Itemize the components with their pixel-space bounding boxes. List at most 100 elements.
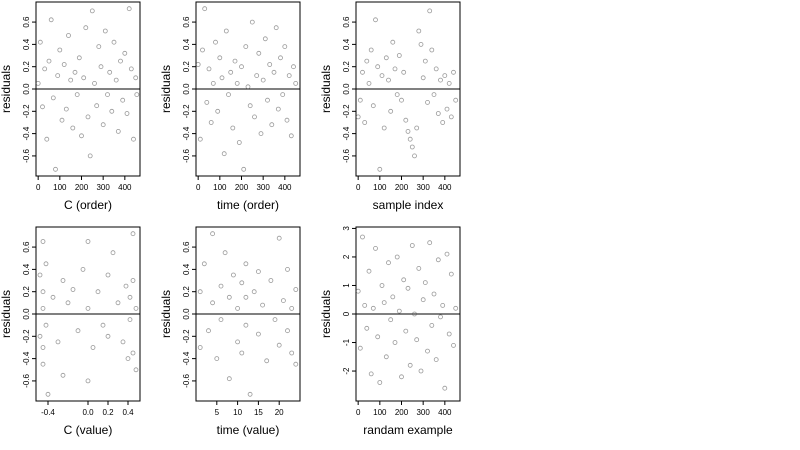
x-tick-label: 0 xyxy=(36,183,41,192)
x-tick-label: 100 xyxy=(213,183,227,192)
x-tick-label: 200 xyxy=(395,408,409,417)
data-point xyxy=(435,111,441,116)
data-point xyxy=(431,291,437,297)
y-tick-label: 0.2 xyxy=(22,286,31,298)
data-point xyxy=(92,81,97,86)
data-point xyxy=(118,58,123,64)
data-point xyxy=(94,103,100,109)
x-tick-label: 300 xyxy=(416,408,430,417)
data-point xyxy=(215,108,221,114)
data-point xyxy=(293,81,299,86)
data-point xyxy=(85,305,91,311)
data-point xyxy=(105,333,111,339)
data-point xyxy=(293,361,299,367)
data-point xyxy=(427,240,433,246)
data-point xyxy=(407,136,413,142)
y-tick-label: 0.2 xyxy=(22,61,31,73)
y-tick-label: 0.0 xyxy=(22,308,31,320)
data-point xyxy=(440,120,446,125)
data-point xyxy=(200,47,205,53)
data-point xyxy=(43,322,49,328)
data-point xyxy=(195,62,201,67)
data-point xyxy=(394,254,400,260)
data-point xyxy=(123,283,129,289)
data-point xyxy=(260,77,266,83)
data-point xyxy=(433,357,439,363)
data-point xyxy=(405,128,411,134)
data-point xyxy=(364,58,370,64)
y-tick-label: 0.6 xyxy=(22,16,31,28)
data-point xyxy=(414,337,420,343)
y-axis-label: residuals xyxy=(159,290,173,338)
data-point xyxy=(122,50,128,56)
data-point xyxy=(258,131,264,137)
data-point xyxy=(451,342,456,348)
y-tick-label: 0.2 xyxy=(182,286,191,298)
x-axis-label: time (order) xyxy=(217,198,279,212)
data-point xyxy=(40,361,46,367)
data-points xyxy=(355,8,459,172)
data-point xyxy=(40,345,46,350)
data-point xyxy=(40,289,46,295)
y-axis-label: residuals xyxy=(319,290,333,338)
panel-5: 5 10 15 20 -0.6 -0.4 -0.2 0.0 0.2 0.4 0.6 time (val… xyxy=(159,226,301,437)
data-point xyxy=(251,289,257,295)
data-point xyxy=(105,92,110,97)
data-point xyxy=(383,55,389,61)
data-point xyxy=(107,69,113,75)
y-tick-label: 0.4 xyxy=(182,263,191,275)
data-point xyxy=(247,391,253,397)
data-point xyxy=(113,77,119,83)
data-point xyxy=(204,100,210,105)
data-point xyxy=(81,75,87,81)
data-point xyxy=(265,97,270,103)
data-point xyxy=(409,144,415,150)
data-point xyxy=(241,166,247,172)
data-point xyxy=(61,62,67,67)
y-axis-label: residuals xyxy=(319,65,333,113)
data-point xyxy=(375,64,381,70)
data-point xyxy=(418,42,424,47)
x-tick-label: 20 xyxy=(275,408,284,417)
data-point xyxy=(357,97,363,103)
data-point xyxy=(218,283,224,289)
data-point xyxy=(386,260,391,266)
data-point xyxy=(399,97,404,103)
data-point xyxy=(416,265,422,271)
data-point xyxy=(85,239,91,244)
data-point xyxy=(280,92,286,97)
data-point xyxy=(245,84,251,90)
data-point xyxy=(420,75,426,81)
data-point xyxy=(364,325,370,331)
data-point xyxy=(444,106,450,112)
x-axis-label: C (value) xyxy=(64,423,113,437)
data-point xyxy=(264,358,270,364)
data-point xyxy=(243,44,249,49)
data-point xyxy=(221,151,227,157)
data-point xyxy=(289,350,295,356)
data-point xyxy=(37,39,43,45)
y-tick-label: 0.2 xyxy=(342,61,351,73)
y-tick-label: 2 xyxy=(342,254,351,259)
data-point xyxy=(360,234,365,240)
data-point xyxy=(80,266,86,272)
data-point xyxy=(373,17,378,23)
data-point xyxy=(109,108,115,114)
data-point xyxy=(260,302,266,308)
x-tick-label: 0 xyxy=(356,183,361,192)
data-point xyxy=(68,77,74,83)
data-point xyxy=(206,328,211,334)
data-point xyxy=(291,64,296,70)
data-point xyxy=(46,58,52,64)
data-point xyxy=(255,331,261,337)
x-tick-label: 0 xyxy=(196,183,201,192)
panel-1: 0 100 200 300 400 -0.6 -0.4 -0.2 0.0 0.2 0.4 0.6 C (… xyxy=(0,1,141,212)
data-point xyxy=(133,305,139,311)
y-tick-label: -1 xyxy=(342,338,351,346)
data-point xyxy=(375,334,381,340)
data-point xyxy=(45,391,51,397)
data-point xyxy=(110,250,116,256)
data-points xyxy=(195,6,299,172)
data-point xyxy=(232,58,238,64)
data-point xyxy=(128,66,134,72)
